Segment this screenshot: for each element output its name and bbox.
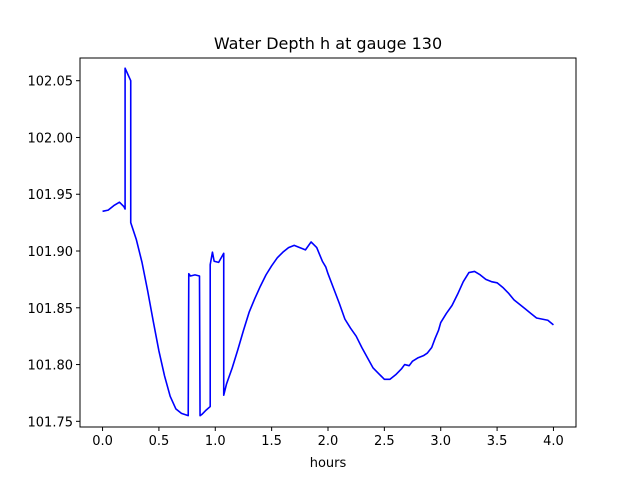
- plot-frame: [79, 57, 577, 428]
- x-axis-label: hours: [310, 456, 347, 471]
- y-tick-label: 101.95: [28, 188, 74, 203]
- series-line: [102, 67, 554, 417]
- x-tick-label: 0.5: [149, 434, 170, 449]
- x-tick-label: 4.0: [543, 434, 564, 449]
- x-tick-label: 2.5: [374, 434, 395, 449]
- y-tick-label: 102.05: [28, 75, 74, 90]
- x-axis: 0.0 0.5 1.0 1.5 2.0 2.5 3.0 3.5 4.0: [92, 427, 564, 449]
- y-tick-label: 101.80: [28, 359, 74, 374]
- chart-title: Water Depth h at gauge 130: [214, 34, 442, 53]
- y-tick-label: 101.90: [28, 245, 74, 260]
- x-tick-label: 1.5: [261, 434, 282, 449]
- y-tick-label: 102.00: [28, 131, 74, 146]
- x-tick-label: 2.0: [318, 434, 339, 449]
- x-tick-label: 3.5: [487, 434, 508, 449]
- y-tick-label: 101.85: [28, 302, 74, 317]
- y-axis: 101.75 101.80 101.85 101.90 101.95 102.00 102.…: [28, 75, 80, 430]
- y-tick-label: 101.75: [28, 415, 74, 430]
- x-tick-label: 3.0: [430, 434, 451, 449]
- x-tick-label: 0.0: [92, 434, 113, 449]
- series-layer: [102, 67, 554, 417]
- x-tick-label: 1.0: [205, 434, 226, 449]
